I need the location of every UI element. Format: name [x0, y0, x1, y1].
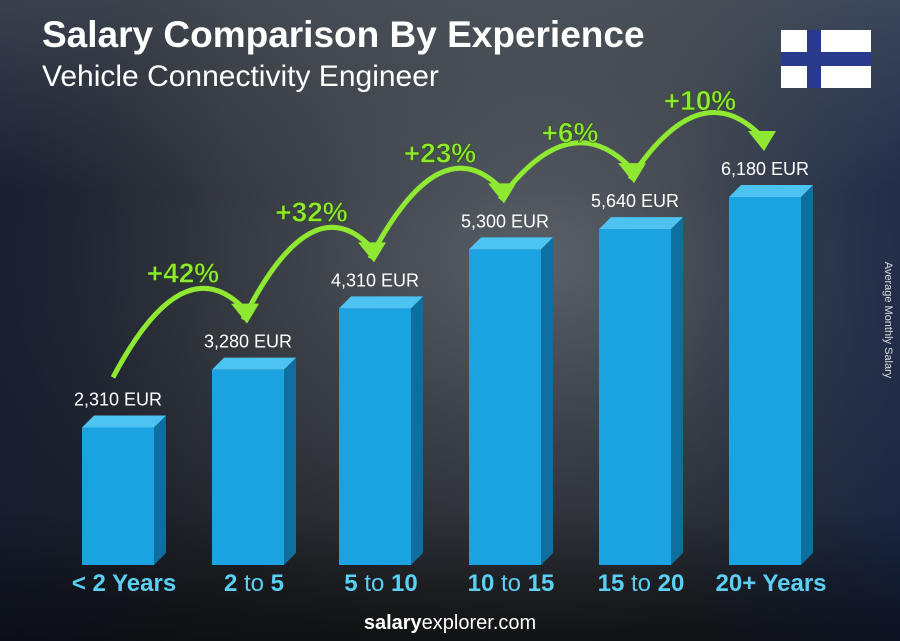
- bar-front: [339, 308, 411, 565]
- percent-increase-label: +42%: [147, 258, 219, 289]
- increase-arrow: +23%: [367, 137, 516, 260]
- x-tick-label-part: 15: [527, 570, 555, 597]
- x-tick-label: 15 to 20: [598, 570, 685, 598]
- percent-increase-label: +6%: [542, 117, 599, 148]
- x-tick-label-part: to: [237, 570, 271, 597]
- x-tick-label-part: 5: [270, 570, 285, 597]
- value-label: 3,280 EUR: [204, 332, 292, 352]
- x-tick-label: 5 to 10: [344, 570, 417, 598]
- bar: [82, 415, 166, 565]
- bar-side: [541, 237, 553, 565]
- x-tick-label-part: 2: [223, 570, 238, 597]
- x-tick-label-part: to: [494, 570, 528, 597]
- increase-arrow: +32%: [240, 196, 386, 321]
- x-tick-label: 2 to 5: [224, 570, 284, 598]
- value-label: 5,300 EUR: [461, 211, 549, 231]
- footer-brand-rest: explorer.com: [421, 612, 537, 634]
- arrow-curve: [240, 224, 374, 321]
- x-tick-label-part: 15: [597, 570, 625, 597]
- bar-top: [729, 185, 813, 197]
- bar-front: [212, 369, 284, 565]
- percent-increase-label: +32%: [275, 196, 347, 227]
- x-tick-label-part: to: [624, 570, 658, 597]
- arrow-curve: [627, 110, 764, 181]
- bar: [212, 357, 296, 565]
- x-tick-label: 10 to 15: [468, 570, 555, 598]
- chart-subtitle: Vehicle Connectivity Engineer: [42, 60, 439, 93]
- x-tick-label-part: 5: [344, 570, 358, 597]
- x-tick-label-part: to: [357, 570, 392, 597]
- arrow-head: [748, 131, 776, 151]
- bar-front: [82, 427, 154, 565]
- bar-top: [469, 237, 553, 250]
- arrow-curve: [110, 285, 247, 379]
- x-tick-label-part: 20: [657, 570, 685, 597]
- value-label: 4,310 EUR: [331, 270, 419, 290]
- x-tick-label-part: 10: [391, 570, 418, 597]
- bar-top: [82, 415, 166, 428]
- bar: [599, 217, 683, 565]
- x-tick-label-part: < 2 Years: [71, 570, 177, 597]
- increase-arrow: +42%: [110, 257, 259, 379]
- bar-side: [801, 185, 813, 565]
- arrow-curve: [367, 165, 504, 260]
- bar-side: [411, 296, 423, 565]
- footer-brand-bold: salary: [363, 612, 422, 634]
- finland-flag-icon: [781, 30, 871, 88]
- increase-arrow: +6%: [497, 117, 646, 201]
- x-tick-label-part: 10: [467, 570, 495, 597]
- footer-brand[interactable]: salaryexplorer.com: [364, 612, 536, 635]
- bar-top: [212, 357, 296, 370]
- bar-side: [284, 357, 296, 565]
- value-label: 6,180 EUR: [721, 159, 809, 179]
- increase-arrow: +10%: [627, 85, 776, 181]
- bar-top: [599, 217, 683, 230]
- bar-top: [339, 296, 423, 309]
- bar-front: [729, 197, 801, 565]
- bar-side: [154, 415, 166, 565]
- bar: [469, 237, 553, 565]
- bar-front: [469, 249, 541, 565]
- value-label: 2,310 EUR: [74, 389, 162, 409]
- arrow-curve: [497, 140, 634, 201]
- chart-title: Salary Comparison By Experience: [42, 14, 645, 55]
- bar: [339, 296, 423, 565]
- bar-front: [599, 229, 671, 565]
- bar-side: [671, 217, 683, 565]
- x-tick-label-part: 20+ Years: [715, 570, 827, 597]
- bar: [729, 185, 813, 565]
- value-label: 5,640 EUR: [591, 191, 679, 211]
- x-tick-label: 20+ Years: [715, 570, 826, 598]
- x-tick-label: < 2 Years: [72, 570, 176, 598]
- percent-increase-label: +10%: [664, 85, 736, 116]
- percent-increase-label: +23%: [404, 137, 476, 168]
